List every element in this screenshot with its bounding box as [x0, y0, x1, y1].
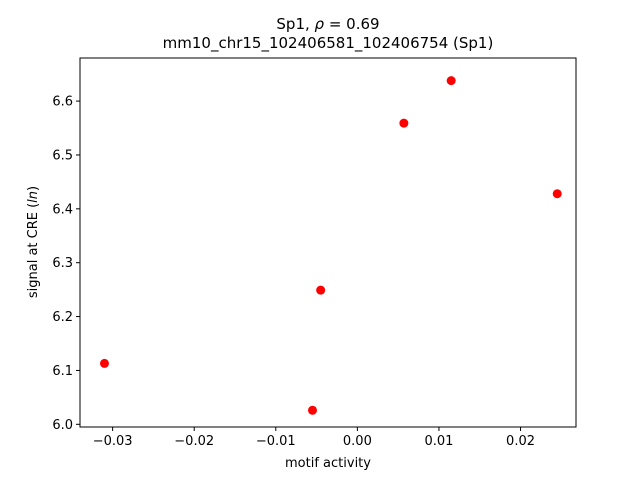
- y-tick-label: 6.3: [52, 256, 73, 271]
- x-tick-label: −0.01: [256, 434, 296, 449]
- x-tick-label: 0.02: [506, 434, 535, 449]
- data-points: [99, 76, 562, 415]
- x-axis-label: motif activity: [285, 456, 371, 471]
- y-tick-label: 6.5: [52, 148, 73, 163]
- y-axis: 6.0 6.1 6.2 6.3 6.4 6.5 6.6: [52, 95, 80, 433]
- chart-title-line2: mm10_chr15_102406581_102406754 (Sp1): [163, 34, 494, 53]
- y-tick-label: 6.4: [52, 202, 73, 217]
- data-point: [308, 405, 317, 415]
- data-point: [446, 76, 456, 86]
- chart-title-line1: Sp1, ρ = 0.69: [276, 15, 379, 33]
- x-axis: −0.03 −0.02 −0.01 0.00 0.01 0.02: [93, 427, 535, 449]
- plot-area-frame: [79, 57, 577, 428]
- y-tick-label: 6.2: [52, 310, 73, 325]
- data-point: [316, 285, 326, 295]
- x-tick-label: 0.01: [424, 434, 453, 449]
- x-tick-label: 0.00: [343, 434, 372, 449]
- y-tick-label: 6.0: [52, 418, 73, 433]
- x-tick-label: −0.02: [174, 434, 214, 449]
- x-tick-label: −0.03: [93, 434, 133, 449]
- data-point: [99, 358, 109, 368]
- data-point: [552, 189, 562, 199]
- y-tick-label: 6.6: [52, 95, 73, 110]
- chart-title: Sp1, ρ = 0.69 mm10_chr15_102406581_10240…: [163, 15, 494, 53]
- y-axis-label: signal at CRE (ln): [26, 186, 41, 298]
- y-tick-label: 6.1: [52, 364, 73, 379]
- data-point: [399, 118, 409, 128]
